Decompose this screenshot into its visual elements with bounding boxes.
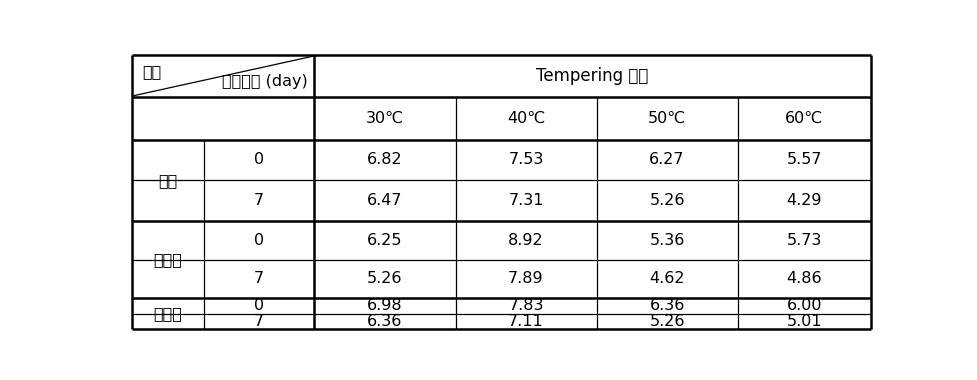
Text: 7.89: 7.89 [508, 271, 543, 287]
Text: 조직감: 조직감 [153, 252, 182, 267]
Text: 4.29: 4.29 [786, 193, 821, 208]
Text: 6.00: 6.00 [786, 298, 821, 314]
Text: 0: 0 [254, 298, 264, 314]
Text: 항목: 항목 [143, 64, 161, 79]
Text: 외관: 외관 [158, 173, 177, 188]
Text: 5.26: 5.26 [366, 271, 403, 287]
Text: 5.57: 5.57 [786, 152, 821, 168]
Text: 5.01: 5.01 [786, 314, 822, 329]
Text: 6.27: 6.27 [649, 152, 684, 168]
Text: 저장일수 (day): 저장일수 (day) [223, 74, 308, 90]
Text: 기호도: 기호도 [153, 306, 182, 321]
Text: 7.11: 7.11 [508, 314, 543, 329]
Text: 5.26: 5.26 [649, 314, 684, 329]
Text: 6.82: 6.82 [366, 152, 403, 168]
Text: 0: 0 [254, 233, 264, 248]
Text: 7: 7 [254, 271, 264, 287]
Text: 7.31: 7.31 [508, 193, 543, 208]
Text: 7: 7 [254, 193, 264, 208]
Text: 8.92: 8.92 [508, 233, 543, 248]
Text: 6.36: 6.36 [649, 298, 684, 314]
Text: 6.25: 6.25 [366, 233, 403, 248]
Text: 0: 0 [254, 152, 264, 168]
Text: 4.86: 4.86 [786, 271, 822, 287]
Text: 5.36: 5.36 [649, 233, 684, 248]
Text: Tempering 온도: Tempering 온도 [536, 67, 648, 85]
Text: 5.73: 5.73 [786, 233, 821, 248]
Text: 7: 7 [254, 314, 264, 329]
Text: 4.62: 4.62 [649, 271, 684, 287]
Text: 60℃: 60℃ [785, 111, 823, 126]
Text: 5.26: 5.26 [649, 193, 684, 208]
Text: 6.36: 6.36 [367, 314, 403, 329]
Text: 7.53: 7.53 [508, 152, 543, 168]
Text: 7.83: 7.83 [508, 298, 543, 314]
Text: 6.98: 6.98 [366, 298, 403, 314]
Text: 40℃: 40℃ [506, 111, 544, 126]
Text: 50℃: 50℃ [648, 111, 686, 126]
Text: 30℃: 30℃ [365, 111, 404, 126]
Text: 6.47: 6.47 [366, 193, 403, 208]
